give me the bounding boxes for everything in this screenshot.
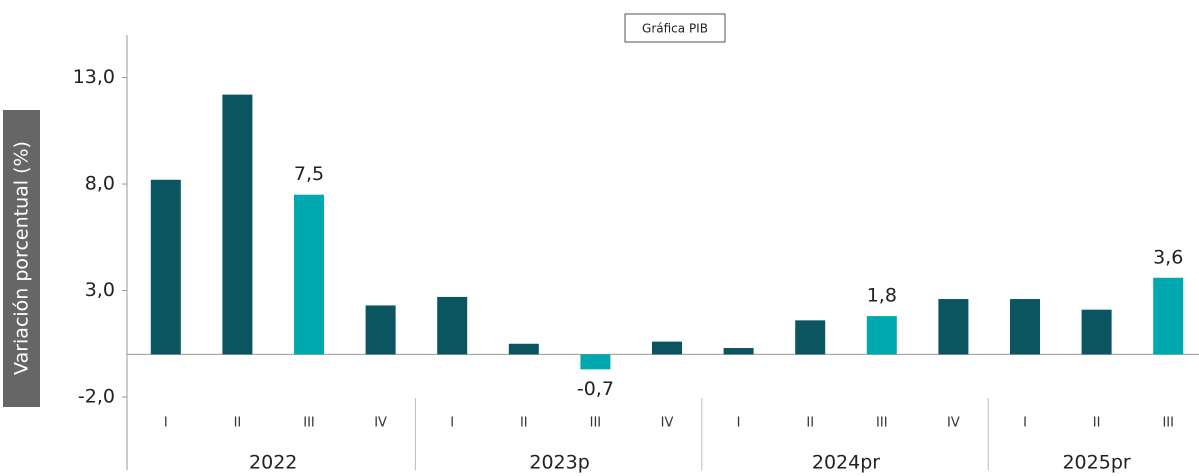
x-tick-label: I [1023, 416, 1027, 431]
y-tick-label: -2,0 [78, 386, 115, 408]
bar [1153, 277, 1184, 355]
x-tick-label: III [303, 416, 315, 431]
x-tick-label: I [450, 416, 454, 431]
value-label: 3,6 [1153, 246, 1183, 268]
group-label: 2023p [529, 452, 589, 474]
value-label: 7,5 [294, 163, 324, 185]
group-label: 2025pr [1062, 452, 1130, 474]
y-tick-label: 3,0 [85, 279, 115, 301]
bar [866, 316, 897, 355]
bar [437, 296, 468, 355]
chart-button[interactable] [624, 13, 726, 43]
value-label: -0,7 [577, 378, 614, 400]
x-tick-label: II [234, 416, 242, 431]
bar [723, 348, 754, 355]
x-tick-label: IV [947, 416, 960, 431]
bar [795, 320, 826, 355]
bar [652, 341, 682, 355]
x-tick-label: IV [374, 416, 387, 431]
bar [580, 354, 611, 370]
bar [508, 343, 539, 355]
value-label: 1,8 [867, 285, 897, 307]
x-tick-label: III [590, 416, 602, 431]
x-tick-label: III [1162, 416, 1174, 431]
y-axis-label: Variación porcentual (%) [11, 141, 33, 375]
x-tick-label: I [164, 416, 168, 431]
x-tick-label: III [876, 416, 888, 431]
bar [150, 179, 181, 355]
bar [1010, 299, 1040, 355]
bar [365, 305, 396, 355]
y-axis-label-box [3, 110, 40, 407]
bar [938, 299, 969, 355]
x-tick-label: II [806, 416, 814, 431]
group-label: 2022 [249, 452, 297, 474]
bar [222, 94, 253, 355]
x-tick-label: IV [661, 416, 674, 431]
chart-button-label[interactable]: Gráfica PIB [642, 22, 708, 36]
y-tick-label: 8,0 [85, 173, 115, 195]
x-tick-label: II [520, 416, 528, 431]
x-tick-label: II [1093, 416, 1101, 431]
bar [1081, 309, 1112, 355]
bar [294, 194, 324, 355]
group-label: 2024pr [812, 452, 880, 474]
y-tick-label: 13,0 [73, 66, 115, 88]
x-tick-label: I [737, 416, 741, 431]
